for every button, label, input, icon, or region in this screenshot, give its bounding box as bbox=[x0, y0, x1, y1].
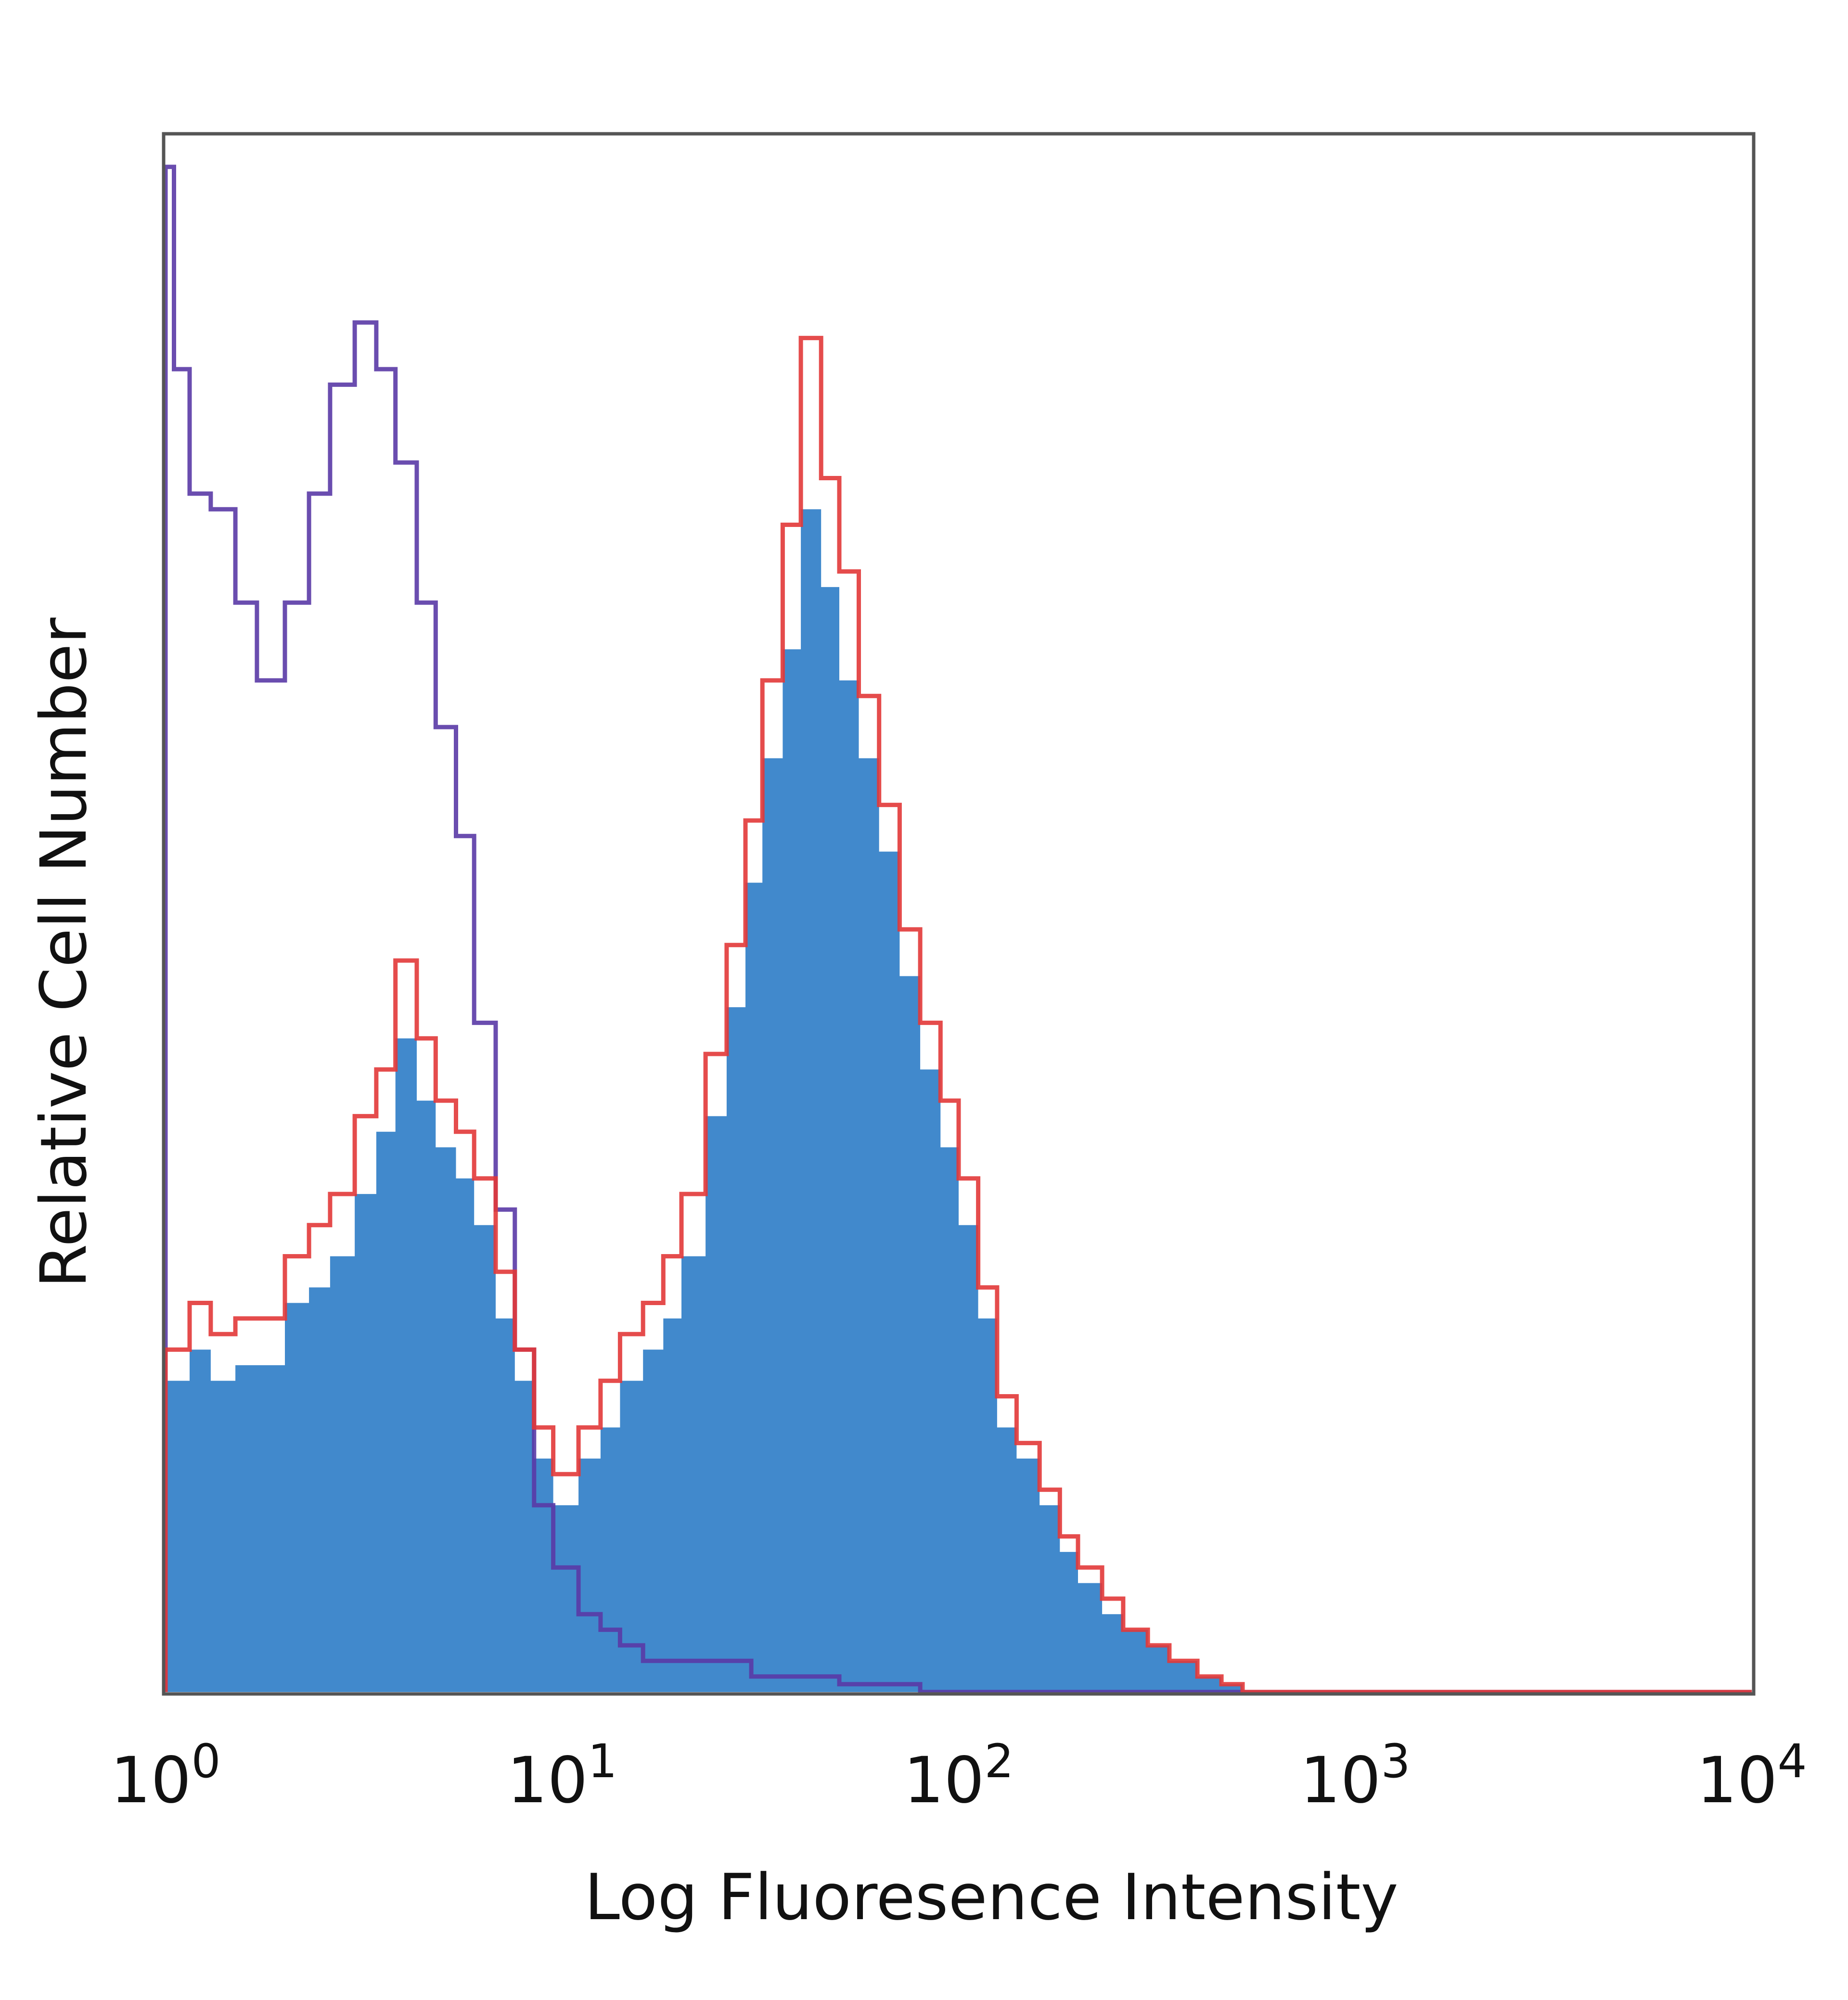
plot-frame bbox=[162, 132, 1756, 1696]
x-tick-label-0: 100 bbox=[110, 1734, 220, 1818]
series-purple-outline bbox=[163, 165, 1752, 1694]
x-tick-label-3: 103 bbox=[1300, 1734, 1410, 1818]
x-tick-label-4: 104 bbox=[1696, 1734, 1807, 1818]
series-red-outline bbox=[163, 335, 1752, 1694]
x-tick-labels: 100 101 102 103 104 bbox=[110, 1734, 1807, 1818]
x-axis-title: Log Fluoresence Intensity bbox=[584, 1860, 1398, 1935]
x-tick-label-1: 101 bbox=[507, 1734, 617, 1818]
series-filled-histogram bbox=[166, 509, 1752, 1692]
series-layer bbox=[163, 165, 1752, 1694]
x-tick-label-2: 102 bbox=[903, 1734, 1014, 1818]
y-axis-title: Relative Cell Number bbox=[27, 617, 101, 1288]
